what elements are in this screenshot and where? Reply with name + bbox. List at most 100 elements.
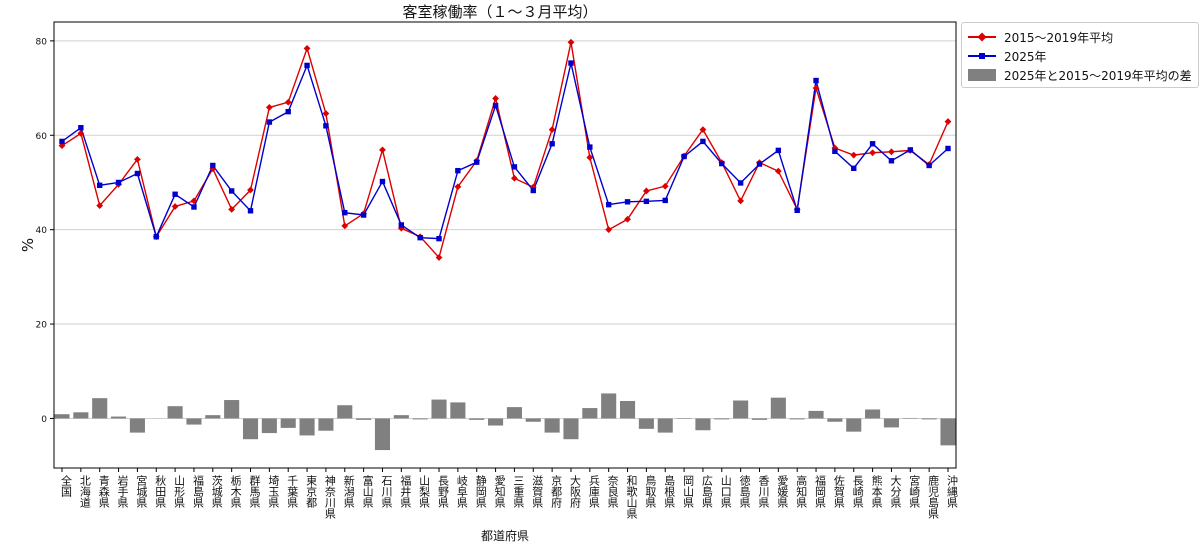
x-tick-label: 全国 (60, 474, 73, 498)
difference-bar (883, 418, 899, 428)
difference-bar (73, 412, 89, 419)
data-point (323, 123, 329, 129)
x-tick-label: 岐阜県 (455, 475, 468, 509)
x-tick-label: 広島県 (700, 475, 713, 509)
data-point (342, 209, 348, 216)
legend-swatch-blue (968, 50, 996, 62)
x-tick-label: 宮城県 (135, 474, 148, 509)
difference-bar (431, 399, 447, 419)
plot-frame (53, 21, 957, 469)
data-point (341, 222, 349, 230)
data-point (661, 182, 669, 190)
data-point (134, 170, 141, 177)
data-point (284, 98, 292, 106)
data-point (699, 126, 707, 134)
difference-bar (111, 416, 127, 419)
data-point (869, 149, 876, 157)
data-point (322, 110, 330, 117)
difference-bar (563, 418, 579, 440)
x-tick-label: 和歌山県 (625, 475, 638, 520)
data-point (304, 62, 310, 69)
data-point (59, 138, 65, 145)
difference-bar (224, 400, 240, 419)
data-point (153, 234, 159, 240)
x-tick-label: 長崎県 (851, 475, 864, 509)
legend-label: 2015～2019年平均 (1004, 30, 1114, 45)
x-axis-label: 都道府県 (481, 528, 529, 543)
grid-lines (54, 40, 956, 419)
data-point (97, 182, 103, 188)
x-tick-label: 徳島県 (738, 475, 751, 509)
x-tick-label: 佐賀県 (832, 474, 845, 509)
data-point (360, 212, 367, 218)
data-point (247, 186, 254, 194)
x-tick-label: 愛知県 (493, 475, 506, 509)
x-tick-label: 大阪府 (568, 474, 581, 509)
difference-bar (657, 418, 673, 433)
difference-bar (242, 418, 259, 440)
data-point (492, 102, 499, 109)
x-tick-label: 福岡県 (814, 474, 827, 509)
y-axis-label: % (19, 238, 37, 252)
data-point (247, 208, 254, 214)
data-point (379, 146, 386, 154)
data-point (134, 155, 141, 163)
data-point (115, 179, 122, 186)
data-point (926, 162, 932, 169)
difference-bar (827, 418, 843, 422)
difference-bar (601, 393, 617, 419)
difference-bar (865, 409, 881, 419)
x-tick-label: 大分県 (889, 474, 902, 509)
x-tick-label: 富山県 (361, 474, 374, 509)
data-point (832, 148, 838, 155)
x-tick-label: 埼玉県 (267, 474, 280, 509)
difference-bar (129, 418, 145, 433)
data-point (549, 141, 555, 147)
data-point (812, 84, 820, 92)
x-tick-label: 山梨県 (418, 475, 431, 509)
data-point (265, 104, 273, 111)
difference-bar (714, 418, 730, 420)
legend-item-difference: 2025年と2015～2019年平均の差 (968, 66, 1192, 84)
data-point (171, 203, 179, 210)
data-point (624, 215, 631, 223)
x-tick-label: 青森県 (97, 475, 110, 509)
x-tick-label: 岩手県 (116, 474, 129, 509)
x-tick-label: 長野県 (437, 475, 450, 509)
data-point (530, 187, 536, 194)
data-point (511, 164, 518, 170)
difference-bar (412, 418, 428, 420)
data-point (586, 154, 594, 161)
data-point (869, 141, 876, 147)
data-point (228, 188, 235, 194)
data-point (398, 222, 405, 228)
x-tick-label: 岡山県 (682, 475, 695, 509)
data-point (455, 167, 461, 174)
legend-item-2025: 2025年 (968, 47, 1047, 65)
difference-bar (544, 418, 560, 433)
data-point (285, 108, 291, 115)
y-tick-label: 80 (36, 37, 48, 47)
data-point (907, 147, 913, 153)
data-point (435, 254, 443, 261)
x-tick-label: 香川県 (757, 475, 770, 509)
data-point (191, 204, 197, 210)
data-point (794, 207, 800, 214)
data-point (379, 178, 386, 185)
x-tick-label: 宮崎県 (908, 474, 921, 509)
difference-bar (280, 418, 296, 428)
x-tick-label: 福井県 (399, 474, 412, 509)
difference-bar (393, 415, 409, 419)
x-tick-label: 滋賀県 (531, 475, 544, 509)
data-point (303, 45, 311, 52)
data-point (681, 153, 687, 160)
difference-bar (488, 418, 504, 426)
difference-bar (205, 415, 221, 419)
difference-bar (695, 418, 711, 431)
difference-bar (469, 418, 485, 420)
data-point (642, 187, 650, 195)
data-point (209, 165, 217, 173)
series-lines (61, 42, 949, 259)
x-tick-label: 沖縄県 (946, 475, 959, 509)
